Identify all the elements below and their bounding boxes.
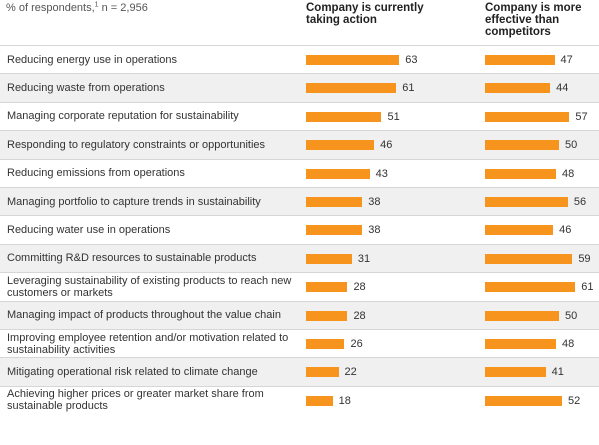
- bar-taking-action: [306, 395, 333, 406]
- series-header-taking-action: Company is currently taking action: [306, 2, 424, 26]
- value-label-more-effective: 61: [581, 281, 594, 294]
- chart-row: Reducing emissions from operations 43 48: [0, 158, 599, 187]
- value-label-more-effective: 41: [551, 366, 564, 379]
- category-label: Reducing waste from operations: [7, 82, 165, 95]
- value-label-taking-action: 46: [380, 139, 393, 152]
- chart-row: Reducing energy use in operations 63 47: [0, 45, 599, 73]
- bar-taking-action: [306, 140, 375, 151]
- category-label: Managing impact of products throughout t…: [7, 309, 281, 322]
- category-label: Mitigating operational risk related to c…: [7, 365, 258, 378]
- value-label-more-effective: 46: [559, 224, 572, 237]
- chart-row: Mitigating operational risk related to c…: [0, 357, 599, 386]
- value-label-taking-action: 18: [338, 394, 351, 407]
- chart-row: Committing R&D resources to sustainable …: [0, 243, 599, 273]
- bar-more-effective: [485, 367, 546, 378]
- category-label: Committing R&D resources to sustainable …: [7, 252, 257, 265]
- value-label-more-effective: 50: [565, 139, 578, 152]
- value-label-more-effective: 52: [567, 394, 581, 407]
- value-label-more-effective: 48: [562, 167, 575, 180]
- chart-row: Reducing water use in operations 38 46: [0, 215, 599, 243]
- bar-more-effective: [485, 338, 557, 349]
- subtitle-text: % of respondents,: [6, 2, 95, 14]
- chart-row: Reducing waste from operations 61 44: [0, 73, 599, 102]
- value-label-taking-action: 63: [405, 54, 418, 66]
- bar-taking-action: [306, 83, 397, 94]
- chart-rows: Reducing energy use in operations 63 47 Red…: [0, 45, 599, 414]
- value-label-more-effective: 59: [578, 252, 591, 265]
- value-label-taking-action: 22: [344, 366, 357, 379]
- category-label: Achieving higher prices or greater marke…: [7, 388, 264, 413]
- value-label-taking-action: 51: [387, 110, 400, 123]
- bar-taking-action: [306, 282, 348, 293]
- bar-more-effective: [485, 225, 554, 236]
- bar-taking-action: [306, 338, 345, 349]
- value-label-more-effective: 57: [575, 110, 588, 123]
- subtitle-sample-size: n = 2,956: [98, 2, 148, 14]
- value-label-taking-action: 28: [353, 309, 366, 322]
- chart-row: Responding to regulatory constraints or …: [0, 130, 599, 159]
- category-label: Leveraging sustainability of existing pr…: [7, 274, 292, 299]
- bar-taking-action: [306, 55, 400, 65]
- bar-taking-action: [306, 196, 363, 207]
- value-label-taking-action: 38: [368, 195, 381, 208]
- value-label-taking-action: 26: [350, 337, 363, 350]
- value-label-more-effective: 50: [565, 309, 578, 322]
- category-label: Improving employee retention and/or moti…: [7, 331, 289, 356]
- category-label: Managing portfolio to capture trends in …: [7, 195, 261, 208]
- chart-header: % of respondents,1 n = 2,956 Company is …: [0, 0, 599, 45]
- bar-taking-action: [306, 168, 370, 179]
- bar-more-effective: [485, 196, 568, 207]
- chart-subtitle: % of respondents,1 n = 2,956: [6, 1, 148, 14]
- chart-row: Managing impact of products throughout t…: [0, 300, 599, 329]
- chart-row: Achieving higher prices or greater marke…: [0, 385, 599, 414]
- category-label: Reducing water use in operations: [7, 224, 171, 237]
- category-label: Reducing energy use in operations: [7, 53, 178, 66]
- bar-more-effective: [485, 168, 557, 179]
- category-label: Managing corporate reputation for sustai…: [7, 110, 239, 123]
- bar-taking-action: [306, 253, 352, 264]
- bar-more-effective: [485, 55, 555, 65]
- bar-more-effective: [485, 395, 562, 406]
- chart-row: Managing corporate reputation for sustai…: [0, 101, 599, 130]
- bar-taking-action: [306, 111, 382, 122]
- bar-more-effective: [485, 83, 551, 94]
- chart-row: Managing portfolio to capture trends in …: [0, 186, 599, 216]
- bar-more-effective: [485, 310, 559, 321]
- bar-taking-action: [306, 367, 339, 378]
- category-label: Responding to regulatory constraints or …: [7, 138, 266, 151]
- chart-row: Leveraging sustainability of existing pr…: [0, 272, 599, 300]
- value-label-taking-action: 38: [368, 224, 381, 237]
- value-label-more-effective: 47: [560, 54, 573, 66]
- bar-more-effective: [485, 111, 570, 122]
- series-header-more-effective: Company is more effective than competito…: [485, 2, 582, 38]
- value-label-taking-action: 43: [375, 167, 388, 180]
- value-label-taking-action: 31: [357, 252, 371, 265]
- value-label-taking-action: 28: [353, 281, 366, 294]
- value-label-more-effective: 56: [573, 195, 587, 208]
- bar-more-effective: [485, 282, 576, 293]
- bar-taking-action: [306, 310, 348, 321]
- bar-more-effective: [485, 140, 559, 151]
- bar-taking-action: [306, 225, 363, 236]
- value-label-more-effective: 48: [562, 337, 575, 350]
- value-label-taking-action: 61: [402, 82, 415, 95]
- bar-more-effective: [485, 253, 573, 264]
- subtitle-footnote-marker: 1: [94, 1, 99, 9]
- chart-row: Improving employee retention and/or moti…: [0, 328, 599, 357]
- category-label: Reducing emissions from operations: [7, 167, 185, 180]
- value-label-more-effective: 44: [556, 82, 569, 95]
